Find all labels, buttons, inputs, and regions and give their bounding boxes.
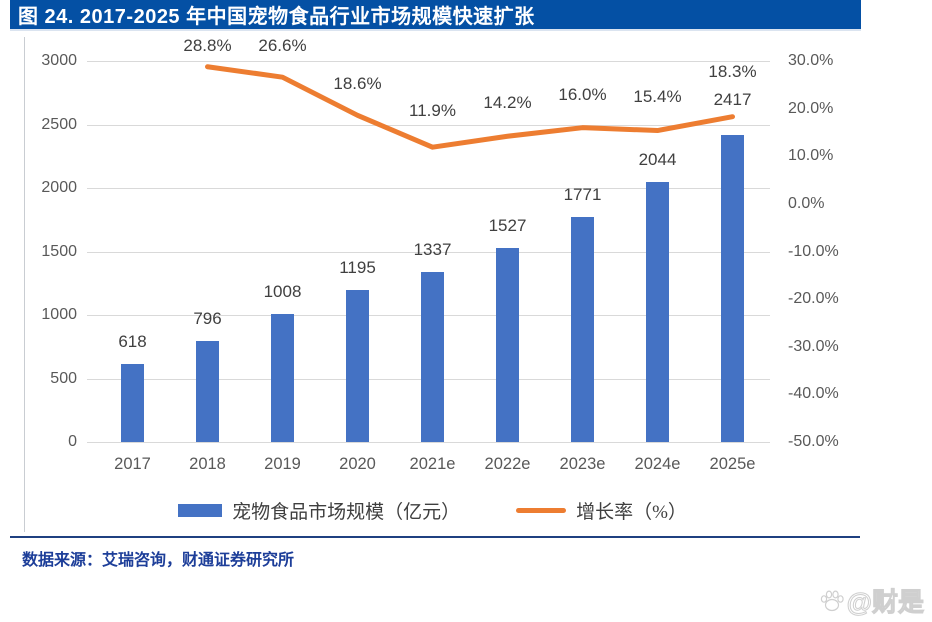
bar-2025e — [721, 135, 744, 442]
left-axis-tick: 0 — [68, 433, 77, 450]
x-axis-tick: 2021e — [409, 455, 456, 473]
gridline — [87, 124, 770, 126]
x-axis-tick: 2020 — [339, 455, 376, 473]
data-source-note: 数据来源：艾瑞咨询，财通证券研究所 — [22, 552, 295, 569]
watermark-text: @财是 — [846, 587, 924, 618]
gridline — [87, 442, 770, 443]
growth-rate-label: 11.9% — [409, 101, 456, 121]
chart-title: 图 24. 2017-2025 年中国宠物食品行业市场规模快速扩张 — [10, 0, 861, 31]
line-series-swatch — [516, 507, 567, 513]
growth-rate-label: 14.2% — [483, 93, 532, 113]
bar-value-label: 1771 — [563, 185, 602, 205]
bar-value-label: 796 — [193, 308, 222, 328]
watermark: @财是 — [819, 582, 925, 619]
left-axis-tick: 2000 — [41, 179, 77, 196]
bar-2021e — [421, 272, 444, 442]
bar-2024e — [646, 182, 669, 442]
left-axis-tick: 500 — [50, 369, 77, 387]
growth-rate-label: 18.3% — [708, 61, 757, 81]
bar-2019 — [271, 313, 294, 442]
left-axis-tick: 1000 — [41, 306, 77, 323]
chart-legend: 宠物食品市场规模（亿元） 增长率（%） — [95, 498, 770, 523]
growth-rate-label: 18.6% — [333, 74, 382, 94]
bar-2018 — [196, 340, 219, 442]
bar-value-label: 1527 — [488, 216, 527, 236]
right-axis-tick: 0.0% — [788, 194, 825, 212]
x-axis-tick: 2017 — [114, 455, 151, 473]
bar-value-label: 618 — [118, 331, 147, 351]
right-axis-tick: 30.0% — [788, 52, 834, 69]
x-axis-tick: 2024e — [634, 455, 681, 473]
bar-value-label: 2417 — [713, 90, 752, 110]
bar-series-swatch — [178, 503, 223, 517]
bar-value-label: 1008 — [263, 281, 302, 301]
plot-area: 618 796 1008 1195 1337 1527 1771 2044 2417 28.8% 2… — [87, 36, 770, 443]
right-axis-tick: -40.0% — [788, 385, 839, 403]
paw-icon — [820, 589, 844, 611]
line-series-label: 增长率（%） — [576, 501, 687, 523]
growth-rate-label: 16.0% — [558, 84, 607, 104]
left-axis-tick: 3000 — [41, 52, 77, 69]
x-axis-tick: 2019 — [264, 455, 301, 473]
bar-value-label: 1195 — [339, 258, 376, 278]
right-axis-tick: -50.0% — [788, 433, 839, 450]
bar-2023e — [571, 217, 594, 442]
bar-2022e — [496, 248, 519, 442]
x-axis-tick: 2018 — [189, 455, 226, 473]
growth-rate-label: 28.8% — [183, 35, 232, 55]
bar-series-label: 宠物食品市场规模（亿元） — [232, 501, 461, 523]
x-axis-tick: 2022e — [484, 455, 531, 473]
footer-divider — [10, 536, 860, 538]
right-axis-tick: -30.0% — [788, 337, 839, 355]
right-axis-tick: 10.0% — [788, 147, 834, 165]
figure-left-border — [24, 37, 25, 532]
right-axis-tick: 20.0% — [788, 99, 834, 117]
bar-value-label: 2044 — [638, 150, 677, 170]
x-axis-tick: 2025e — [709, 455, 756, 473]
growth-rate-label: 26.6% — [258, 36, 307, 56]
gridline — [87, 61, 770, 62]
bar-2017 — [121, 363, 144, 442]
left-axis-tick: 2500 — [41, 115, 77, 133]
right-axis-tick: -20.0% — [788, 290, 839, 308]
left-axis-tick: 1500 — [41, 242, 77, 260]
x-axis-tick: 2023e — [559, 455, 606, 473]
gridline — [87, 188, 770, 189]
bar-value-label: 1337 — [413, 240, 452, 260]
growth-rate-line — [205, 64, 735, 150]
right-axis-tick: -10.0% — [788, 242, 839, 260]
gridline — [87, 251, 770, 253]
bar-2020 — [346, 290, 369, 442]
growth-rate-label: 15.4% — [633, 86, 682, 106]
